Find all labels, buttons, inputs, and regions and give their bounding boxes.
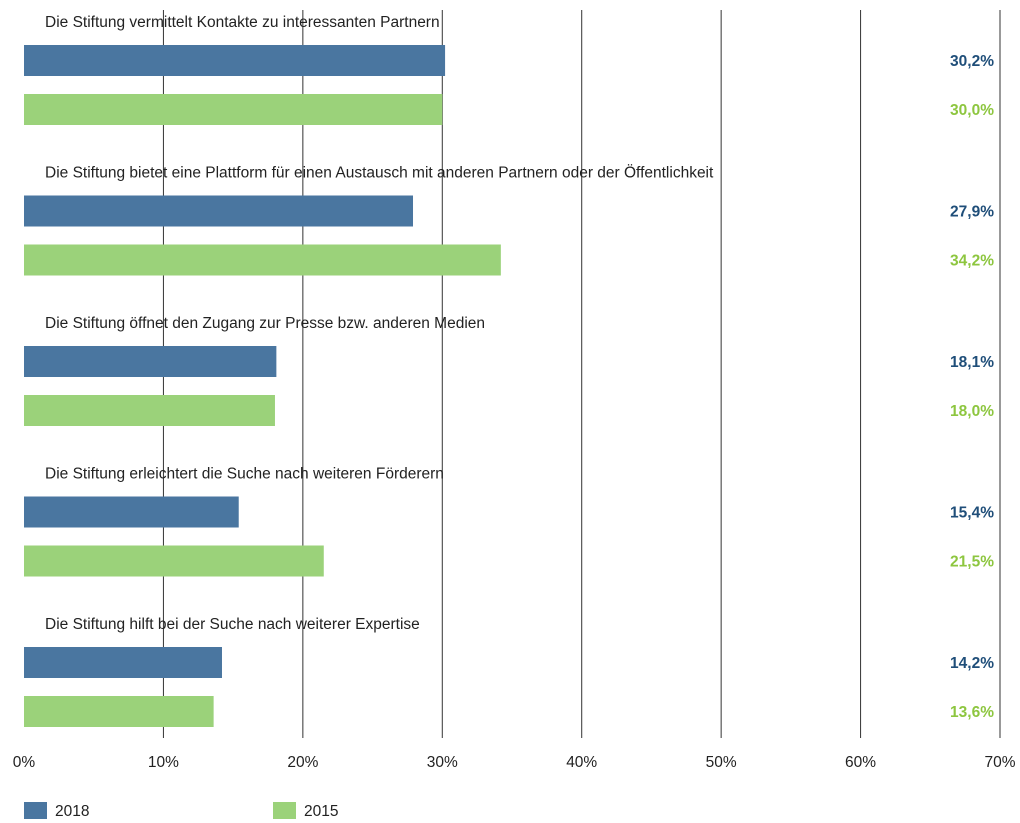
legend-label-2018: 2018 xyxy=(55,803,89,820)
value-label-2015: 18,0% xyxy=(950,403,994,420)
bar-2015 xyxy=(24,244,501,276)
legend-swatch-2018 xyxy=(24,802,47,819)
x-tick-label: 30% xyxy=(427,754,458,771)
value-label-2015: 13,6% xyxy=(950,704,994,721)
x-tick-label: 0% xyxy=(13,754,36,771)
category-label: Die Stiftung vermittelt Kontakte zu inte… xyxy=(45,14,440,31)
x-tick-label: 20% xyxy=(287,754,318,771)
category-labels: Die Stiftung vermittelt Kontakte zu inte… xyxy=(45,14,714,633)
bar-2018 xyxy=(24,496,239,528)
x-tick-label: 50% xyxy=(706,754,737,771)
category-label: Die Stiftung bietet eine Plattform für e… xyxy=(45,164,714,182)
legend-swatch-2015 xyxy=(273,802,296,819)
bar-2015 xyxy=(24,94,443,125)
category-label: Die Stiftung öffnet den Zugang zur Press… xyxy=(45,315,485,332)
bars xyxy=(24,45,501,727)
category-label: Die Stiftung erleichtert die Suche nach … xyxy=(45,466,444,483)
bar-2015 xyxy=(24,545,324,577)
value-label-2018: 18,1% xyxy=(950,354,994,371)
value-label-2018: 27,9% xyxy=(950,204,994,221)
x-axis-tick-labels: 0% 10% 20% 30% 40% 50% 60% 70% xyxy=(13,754,1016,771)
bar-2018 xyxy=(24,346,277,377)
value-label-2015: 21,5% xyxy=(950,554,994,571)
bar-2015 xyxy=(24,395,275,426)
bar-2018 xyxy=(24,195,414,227)
legend-label-2015: 2015 xyxy=(304,803,338,820)
x-tick-label: 40% xyxy=(566,754,597,771)
bar-2015 xyxy=(24,696,214,727)
legend: 2018 2015 xyxy=(24,802,338,820)
gridlines xyxy=(162,10,1001,738)
value-labels: 30,2% 27,9% 18,1% 15,4% 14,2% 30,0% 34,2% 18,0%… xyxy=(950,53,994,721)
value-label-2018: 15,4% xyxy=(950,505,994,522)
x-tick-label: 60% xyxy=(845,754,876,771)
bar-2018 xyxy=(24,45,446,76)
value-label-2015: 30,0% xyxy=(950,102,994,119)
category-label: Die Stiftung hilft bei der Suche nach we… xyxy=(45,616,420,633)
value-label-2018: 30,2% xyxy=(950,53,994,70)
x-tick-label: 10% xyxy=(148,754,179,771)
value-label-2015: 34,2% xyxy=(950,253,994,270)
value-label-2018: 14,2% xyxy=(950,655,994,672)
bar-2018 xyxy=(24,647,222,678)
x-tick-label: 70% xyxy=(984,754,1015,771)
